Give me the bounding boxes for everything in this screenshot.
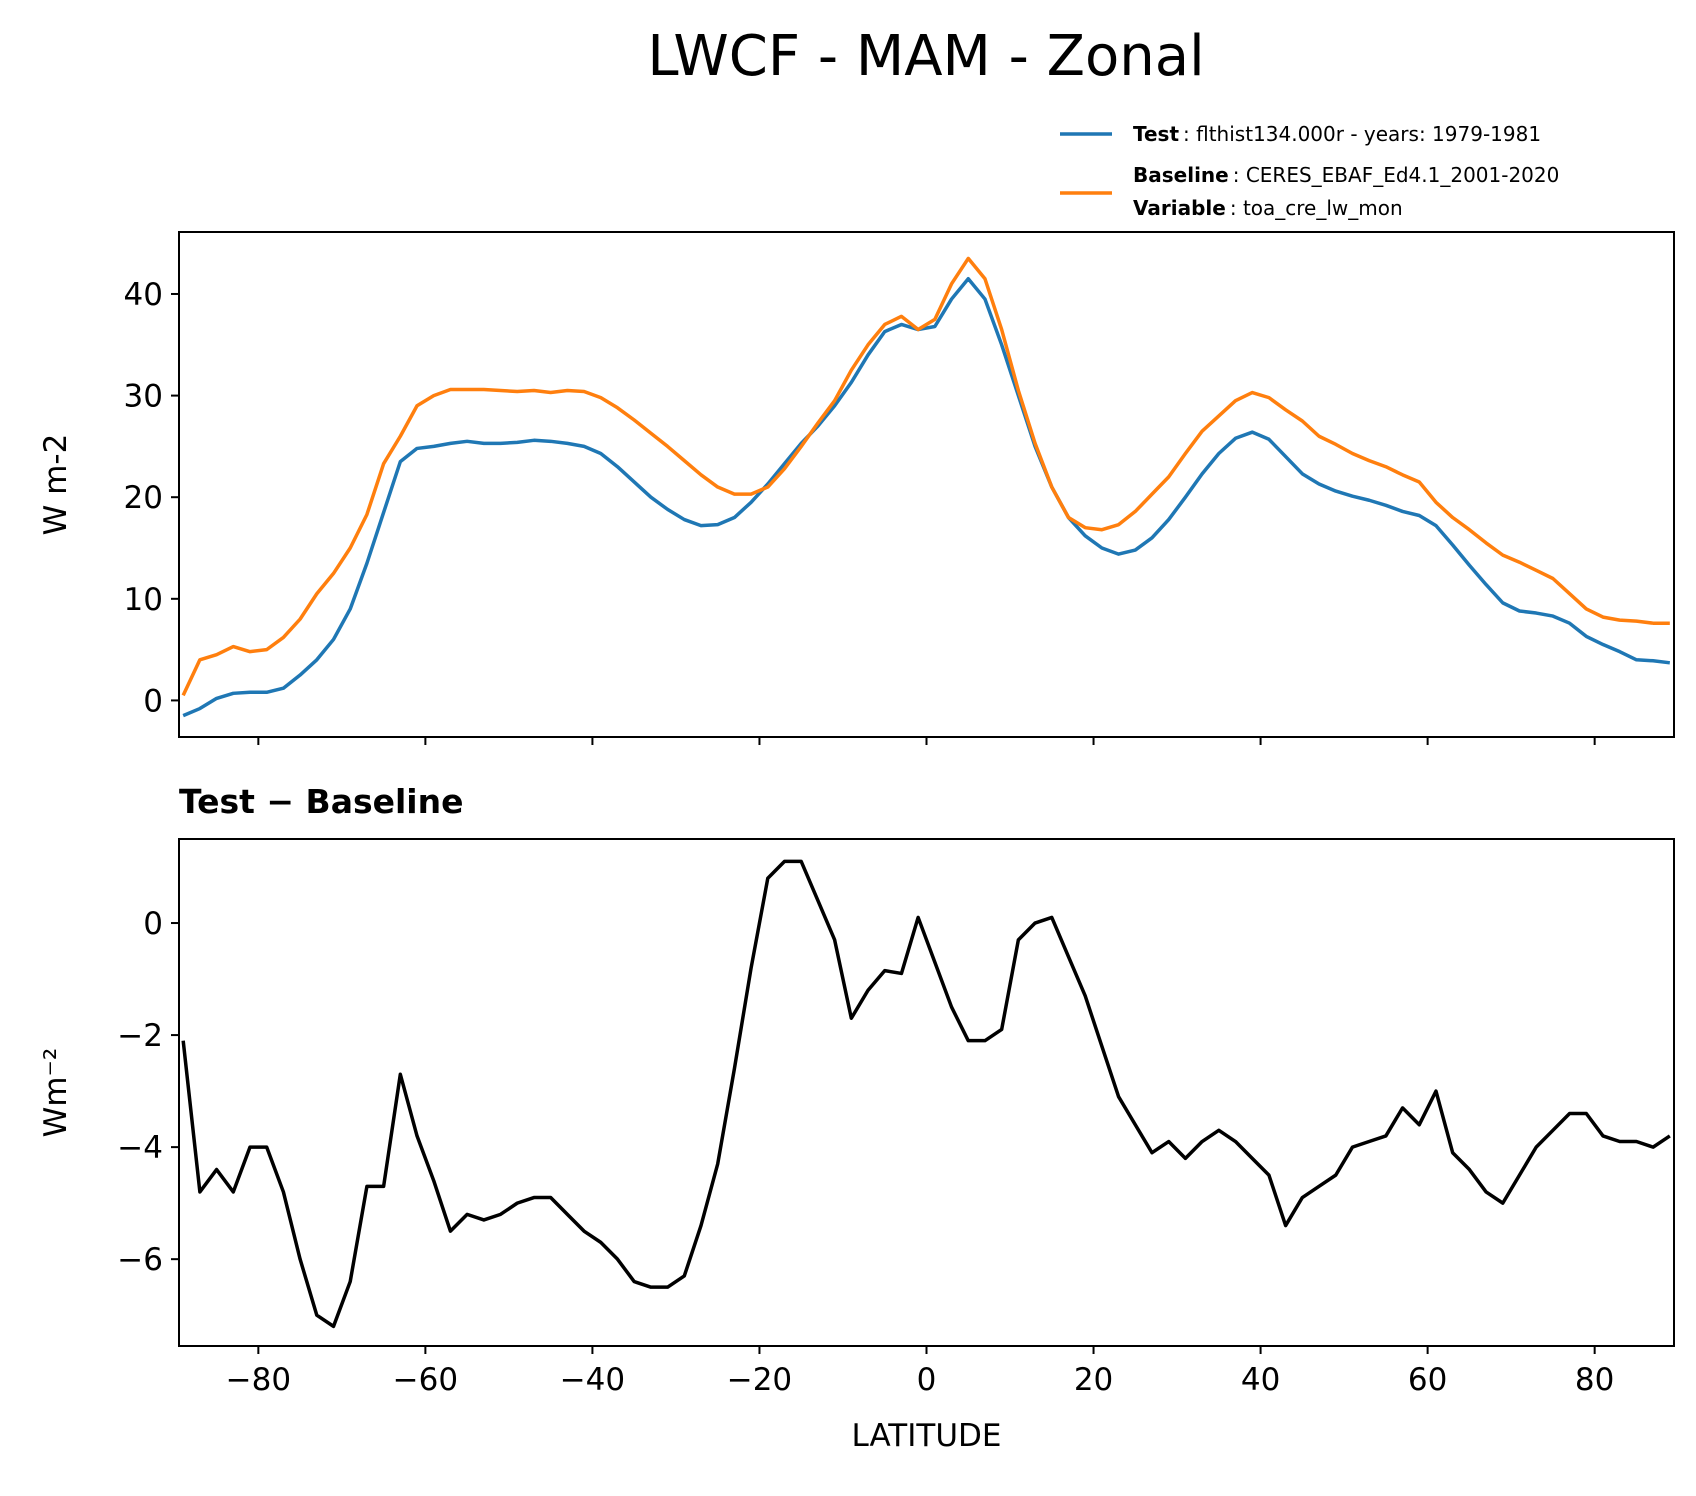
y-tick-label: 10 bbox=[124, 582, 163, 618]
legend-name: Variable bbox=[1133, 196, 1226, 220]
legend-entry: Baseline: CERES_EBAF_Ed4.1_2001-2020 bbox=[1133, 163, 1559, 187]
subplot-title: Test − Baseline bbox=[179, 782, 464, 821]
legend-detail: : CERES_EBAF_Ed4.1_2001-2020 bbox=[1233, 163, 1560, 187]
legend-name: Test bbox=[1133, 122, 1179, 146]
data-line bbox=[181, 256, 1670, 697]
y-tick-label: 0 bbox=[143, 906, 163, 942]
y-tick-label: 0 bbox=[143, 683, 163, 719]
y-tick-label: −4 bbox=[117, 1130, 163, 1166]
legend-detail: : toa_cre_lw_mon bbox=[1230, 196, 1403, 220]
legend-name: Baseline bbox=[1133, 163, 1229, 187]
y-tick-label: 40 bbox=[124, 277, 163, 313]
x-tick-label: 20 bbox=[1074, 1362, 1113, 1398]
x-tick-label: −60 bbox=[393, 1362, 458, 1398]
y-tick-label: −6 bbox=[117, 1242, 163, 1278]
y-axis-label: W m-2 bbox=[38, 434, 74, 536]
x-axis-label: LATITUDE bbox=[852, 1418, 1002, 1454]
y-tick-label: 30 bbox=[124, 379, 163, 415]
y-tick-label: −2 bbox=[117, 1018, 163, 1054]
x-tick-label: 0 bbox=[917, 1362, 937, 1398]
x-tick-label: −80 bbox=[226, 1362, 291, 1398]
legend-entry: Variable: toa_cre_lw_mon bbox=[1133, 196, 1403, 220]
legend-detail: : flthist134.000r - years: 1979-1981 bbox=[1183, 122, 1541, 146]
y-tick-label: 20 bbox=[124, 480, 163, 516]
x-tick-label: 60 bbox=[1408, 1362, 1447, 1398]
data-line bbox=[182, 276, 1671, 718]
x-tick-label: 40 bbox=[1241, 1362, 1280, 1398]
data-line bbox=[181, 859, 1671, 1329]
y-axis-label: Wm⁻² bbox=[38, 1048, 74, 1138]
figure-title: LWCF - MAM - Zonal bbox=[647, 24, 1204, 89]
x-tick-label: 80 bbox=[1575, 1362, 1614, 1398]
x-tick-label: −40 bbox=[560, 1362, 625, 1398]
x-tick-label: −20 bbox=[727, 1362, 792, 1398]
legend-entry: Test: flthist134.000r - years: 1979-1981 bbox=[1133, 122, 1541, 146]
